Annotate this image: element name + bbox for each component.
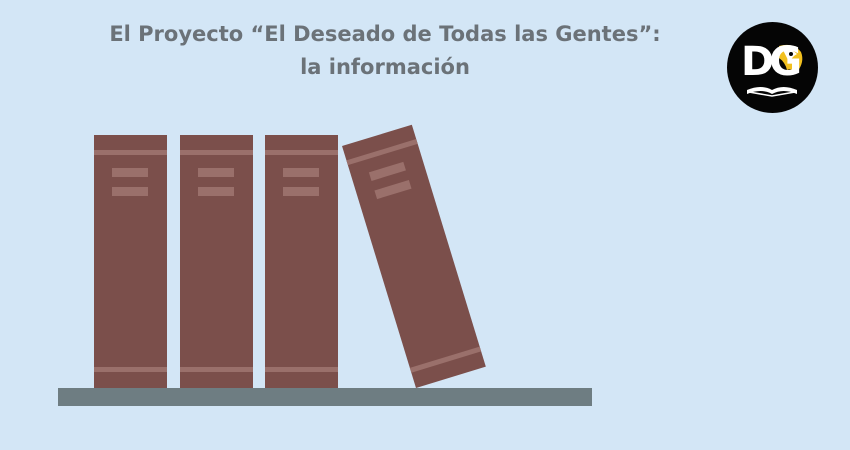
book-2 [180,135,253,388]
dg-logo: DG [727,22,818,113]
book-1 [94,135,167,388]
book-4 [342,124,486,388]
page-title: El Proyecto “El Deseado de Todas las Gen… [0,18,770,84]
logo-text: DG [741,39,802,85]
eagle-book-logo-icon [747,44,803,97]
book-3 [265,135,338,388]
title-line-2: la información [300,55,470,79]
shelf [58,388,592,406]
title-line-1: El Proyecto “El Deseado de Todas las Gen… [109,22,661,46]
